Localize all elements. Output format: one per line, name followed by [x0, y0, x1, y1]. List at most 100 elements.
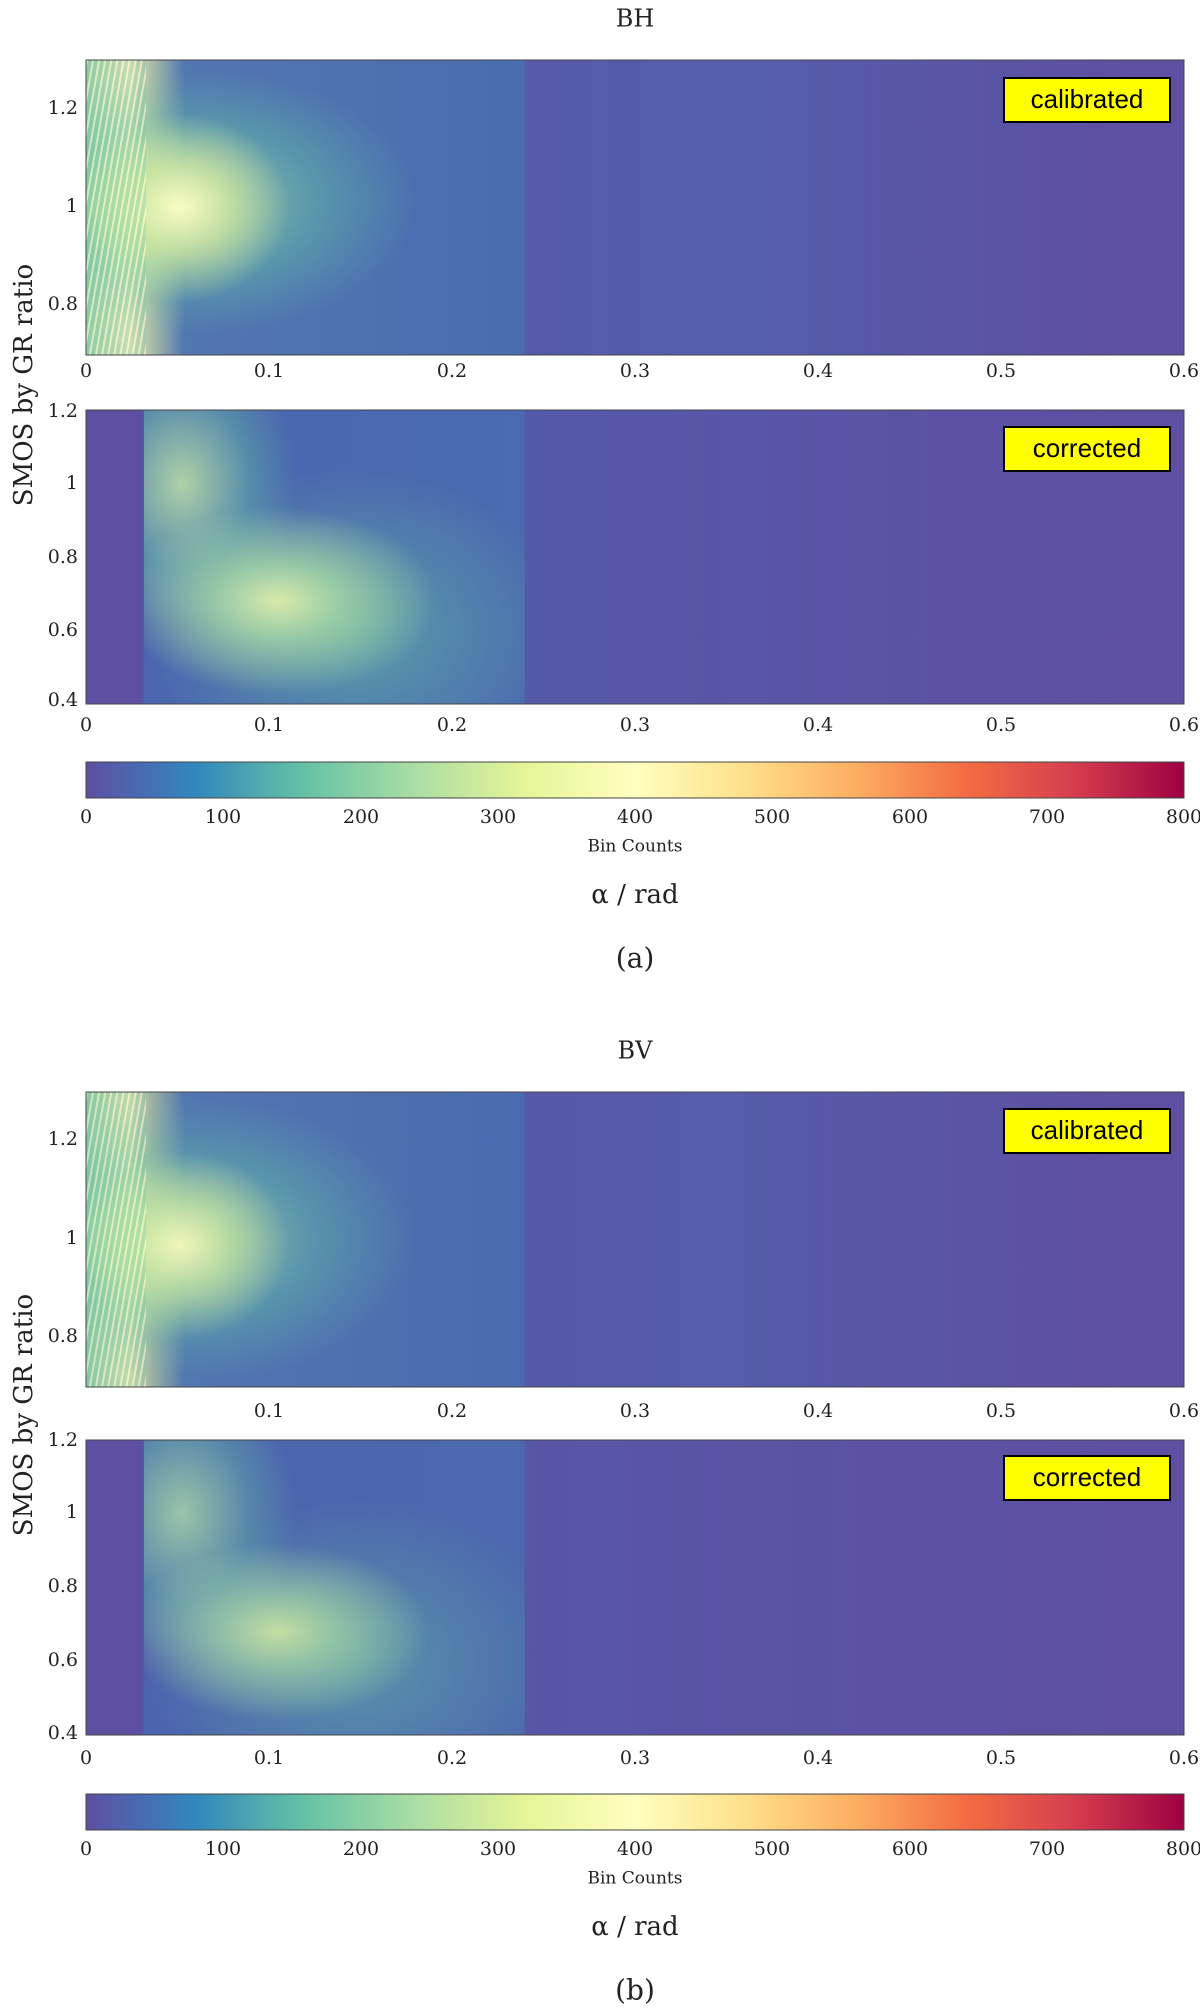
badge-label: calibrated [1031, 84, 1144, 114]
y-axis-label: SMOS by GR ratio [9, 1294, 39, 1536]
y-tick-label: 1 [66, 472, 78, 494]
colorbar-tick-label: 800 [1166, 806, 1200, 828]
x-tick-label: 0.1 [254, 714, 284, 736]
y-ticks: 0.4 0.6 0.8 1 1.2 [48, 1429, 78, 1744]
x-tick-label: 0.5 [986, 1400, 1016, 1422]
x-tick-label: 0.5 [986, 714, 1016, 736]
y-tick-label: 1.2 [48, 1429, 78, 1451]
x-tick-label: 0.2 [437, 360, 467, 382]
x-tick-label: 0.3 [620, 714, 650, 736]
heatmap-bh-calibrated: calibrated 0.8 1 1.2 0 0.1 0.2 0.3 0.4 0… [48, 59, 1199, 382]
x-tick-label: 0 [80, 1747, 92, 1769]
x-tick-label: 0.6 [1169, 1747, 1199, 1769]
badge-corrected: corrected [1003, 1455, 1171, 1501]
x-tick-label: 0.2 [437, 1747, 467, 1769]
heatmap-image [86, 60, 1184, 355]
colorbar: 0 100 200 300 400 500 600 700 800 Bin Co… [80, 1793, 1200, 1889]
x-ticks: 0 0.1 0.2 0.3 0.4 0.5 0.6 [80, 714, 1199, 736]
x-tick-label: 0 [80, 714, 92, 736]
y-tick-label: 0.4 [48, 1722, 78, 1744]
x-tick-label: 0.3 [620, 1747, 650, 1769]
x-tick-label: 0.4 [803, 1400, 833, 1422]
heatmap-bv-calibrated: calibrated 0.8 1 1.2 0.1 0.2 0.3 0.4 0.5… [48, 1091, 1199, 1422]
colorbar-tick-label: 0 [80, 806, 92, 828]
y-tick-label: 1.2 [48, 1128, 78, 1150]
y-axis-label: SMOS by GR ratio [9, 264, 39, 506]
panel-caption: (a) [616, 942, 655, 975]
x-tick-label: 0.4 [803, 360, 833, 382]
colorbar-tick-label: 200 [343, 1838, 379, 1860]
x-axis-label: α / rad [591, 1912, 678, 1942]
x-tick-label: 0.6 [1169, 360, 1199, 382]
y-tick-label: 0.8 [48, 546, 78, 568]
panel-title: BH [616, 5, 655, 33]
x-tick-label: 0.6 [1169, 1400, 1199, 1422]
x-tick-label: 0.3 [620, 1400, 650, 1422]
colorbar-tick-label: 400 [617, 1838, 653, 1860]
y-tick-label: 1.2 [48, 400, 78, 422]
heatmap-image [86, 410, 1184, 704]
colorbar-tick-label: 200 [343, 806, 379, 828]
colorbar-tick-label: 300 [480, 806, 516, 828]
badge-calibrated: calibrated [1003, 1108, 1171, 1154]
y-tick-label: 1.2 [48, 97, 78, 119]
x-ticks: 0 0.1 0.2 0.3 0.4 0.5 0.6 [80, 1747, 1199, 1769]
x-tick-label: 0.3 [620, 360, 650, 382]
y-tick-label: 1 [66, 1501, 78, 1523]
x-axis-label: α / rad [591, 880, 678, 910]
y-ticks: 0.8 1 1.2 [48, 97, 78, 315]
badge-label: calibrated [1031, 1115, 1144, 1145]
colorbar-tick-label: 100 [205, 806, 241, 828]
heatmap-bv-corrected: corrected 0.4 0.6 0.8 1 1.2 0 0.1 0.2 0.… [48, 1429, 1199, 1769]
y-tick-label: 0.6 [48, 619, 78, 641]
badge-label: corrected [1033, 433, 1141, 463]
x-tick-label: 0.6 [1169, 714, 1199, 736]
badge-label: corrected [1033, 1462, 1141, 1492]
x-tick-label: 0.1 [254, 360, 284, 382]
heatmap-bh-corrected: corrected 0.4 0.6 0.8 1 1.2 0 0.1 0.2 0.… [48, 400, 1199, 736]
panel-caption: (b) [615, 1974, 655, 2007]
badge-calibrated: calibrated [1003, 77, 1171, 123]
colorbar-tick-label: 800 [1166, 1838, 1200, 1860]
y-ticks: 0.8 1 1.2 [48, 1128, 78, 1347]
x-tick-label: 0.2 [437, 714, 467, 736]
y-tick-label: 1 [66, 1227, 78, 1249]
y-tick-label: 0.6 [48, 1649, 78, 1671]
colorbar-tick-label: 500 [754, 806, 790, 828]
colorbar-tick-label: 300 [480, 1838, 516, 1860]
y-ticks: 0.4 0.6 0.8 1 1.2 [48, 400, 78, 711]
x-tick-label: 0.2 [437, 1400, 467, 1422]
y-tick-label: 0.4 [48, 689, 78, 711]
panel-title: BV [618, 1037, 654, 1065]
colorbar-tick-label: 500 [754, 1838, 790, 1860]
colorbar-tick-label: 600 [892, 1838, 928, 1860]
colorbar-label: Bin Counts [588, 837, 683, 857]
x-tick-label: 0.5 [986, 360, 1016, 382]
x-tick-label: 0.4 [803, 714, 833, 736]
colorbar-tick-label: 700 [1029, 806, 1065, 828]
colorbar-label: Bin Counts [588, 1869, 683, 1889]
colorbar-tick-label: 400 [617, 806, 653, 828]
colorbar: 0 100 200 300 400 500 600 700 800 Bin Co… [80, 761, 1200, 857]
heatmap-image [86, 1092, 1184, 1387]
y-tick-label: 1 [66, 195, 78, 217]
colorbar-ticks: 0 100 200 300 400 500 600 700 800 [80, 1838, 1200, 1860]
colorbar-tick-label: 600 [892, 806, 928, 828]
colorbar-tick-label: 0 [80, 1838, 92, 1860]
y-tick-label: 0.8 [48, 293, 78, 315]
badge-corrected: corrected [1003, 426, 1171, 472]
colorbar-tick-label: 700 [1029, 1838, 1065, 1860]
colorbar-tick-label: 100 [205, 1838, 241, 1860]
x-tick-label: 0.5 [986, 1747, 1016, 1769]
heatmap-image [86, 1440, 1184, 1735]
colorbar-ticks: 0 100 200 300 400 500 600 700 800 [80, 806, 1200, 828]
y-tick-label: 0.8 [48, 1325, 78, 1347]
x-ticks: 0 0.1 0.2 0.3 0.4 0.5 0.6 [80, 360, 1199, 382]
y-tick-label: 0.8 [48, 1575, 78, 1597]
x-tick-label: 0.1 [254, 1400, 284, 1422]
panel-bv: BV SMOS by GR ratio calibrated 0.8 1 1.2 [9, 1037, 1200, 2007]
x-ticks: 0.1 0.2 0.3 0.4 0.5 0.6 [254, 1400, 1199, 1422]
x-tick-label: 0 [80, 360, 92, 382]
x-tick-label: 0.1 [254, 1747, 284, 1769]
